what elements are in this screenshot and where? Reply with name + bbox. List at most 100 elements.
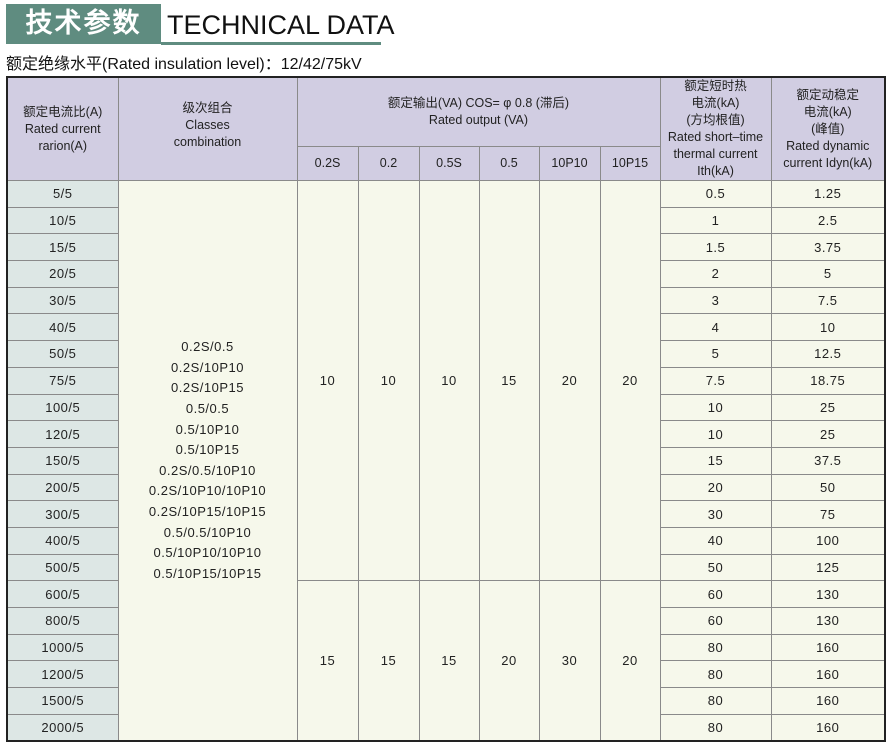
ratio-cell: 500/5 <box>6 553 119 582</box>
classes-cell-line: 0.2S/0.5/10P10 <box>159 462 256 478</box>
ith-cell: 80 <box>659 713 772 742</box>
header-classes-line: 级次组合 <box>182 101 233 115</box>
classes-cell: 0.2S/0.5 0.2S/10P10 0.2S/10P15 0.5/0.5 0.5/1… <box>117 180 298 742</box>
idyn-cell: 160 <box>770 633 886 662</box>
header-ith: 额定短时热 电流(kA) (方均根值) Rated short–time thermal… <box>659 76 772 181</box>
ith-cell: 7.5 <box>659 366 772 395</box>
header-ith-line: 额定短时热 <box>684 79 747 93</box>
ratio-cell: 200/5 <box>6 473 119 502</box>
ith-cell: 30 <box>659 500 772 528</box>
ith-cell: 1.5 <box>659 233 772 262</box>
ith-cell: 80 <box>659 687 772 715</box>
output-cell: 10 <box>357 179 420 582</box>
classes-cell-line: 0.5/10P15/10P15 <box>153 565 262 581</box>
classes-cell-line: 0.5/10P10 <box>175 421 240 437</box>
ratio-cell: 75/5 <box>6 366 119 395</box>
idyn-cell: 160 <box>770 687 886 715</box>
ith-cell: 4 <box>659 313 772 342</box>
table-row: 1200/5 80 160 <box>6 660 886 689</box>
classes-cell-line: 0.5/10P10/10P10 <box>153 545 262 561</box>
idyn-cell: 50 <box>770 473 886 502</box>
ith-cell: 10 <box>659 420 772 448</box>
ith-cell: 5 <box>659 340 772 368</box>
header-output-col: 10P10 <box>538 146 601 181</box>
classes-cell-line: 0.2S/0.5 <box>181 339 234 355</box>
table-row: 1500/5 80 160 <box>6 687 886 715</box>
ratio-cell: 400/5 <box>6 526 119 555</box>
idyn-cell: 160 <box>770 660 886 689</box>
header-ith-line: Rated short–time <box>667 130 764 144</box>
header-idyn-line: Rated dynamic <box>786 138 870 153</box>
header-ratio-line: rarion(A) <box>38 138 88 153</box>
classes-cell-line: 0.2S/10P15 <box>171 380 244 396</box>
header-output-col: 0.5S <box>418 146 480 181</box>
idyn-cell: 1.25 <box>770 180 886 208</box>
idyn-cell: 130 <box>770 607 886 635</box>
header-output-col: 0.2S <box>296 146 359 181</box>
output-cell: 20 <box>599 179 661 582</box>
ratio-cell: 20/5 <box>6 260 119 288</box>
header-ratio-line: Rated current <box>24 121 101 136</box>
ratio-cell: 30/5 <box>6 286 119 315</box>
classes-cell-line: 0.2S/10P10 <box>171 359 244 375</box>
table-row: 1000/5 80 160 <box>6 633 886 662</box>
ratio-cell: 10/5 <box>6 206 119 235</box>
header-ith-line: thermal current <box>673 147 758 161</box>
table-row: 100/5 10 25 <box>6 393 886 422</box>
header-output: 额定输出(VA) COS= φ 0.8 (滞后) Rated output (VA… <box>296 76 661 148</box>
table-row: 20/5 2 5 <box>6 260 886 288</box>
ratio-cell: 1200/5 <box>6 660 119 689</box>
table-row: 300/5 30 75 <box>6 500 886 528</box>
table-row: 600/5 15 15 15 20 30 20 60 130 <box>6 580 886 742</box>
table-row: 15/5 1.5 3.75 <box>6 233 886 262</box>
idyn-cell: 3.75 <box>770 233 886 262</box>
ith-cell: 20 <box>659 473 772 502</box>
ith-cell: 50 <box>659 553 772 582</box>
table-row: 120/5 10 25 <box>6 420 886 448</box>
header-idyn-line: current Idyn(kA) <box>783 155 873 170</box>
header-ratio-line: 额定电流比(A) <box>23 104 103 119</box>
idyn-cell: 12.5 <box>770 340 886 368</box>
insulation-level: 额定绝缘水平(Rated insulation level)：12/42/75k… <box>6 56 362 73</box>
header-idyn-line: (峰值) <box>811 121 845 136</box>
header-ith-line: (方均根值) <box>686 113 745 127</box>
idyn-cell: 7.5 <box>770 286 886 315</box>
header-idyn: 额定动稳定 电流(kA) (峰值) Rated dynamic current Idyn… <box>770 76 886 181</box>
ith-cell: 80 <box>659 660 772 689</box>
ith-cell: 60 <box>659 607 772 635</box>
output-cell: 15 <box>478 179 540 582</box>
classes-cell-line: 0.2S/10P15/10P15 <box>148 503 267 519</box>
idyn-cell: 2.5 <box>770 206 886 235</box>
header-output-line: Rated output (VA) <box>428 113 529 128</box>
ith-cell: 2 <box>659 260 772 288</box>
ratio-cell: 600/5 <box>6 580 119 608</box>
classes-cell-line: 0.2S/10P10/10P10 <box>148 483 267 499</box>
ith-cell: 15 <box>659 446 772 475</box>
table-row: 75/5 7.5 18.75 <box>6 366 886 395</box>
idyn-cell: 125 <box>770 553 886 582</box>
table-row: 400/5 40 100 <box>6 526 886 555</box>
ratio-cell: 15/5 <box>6 233 119 262</box>
header-classes: 级次组合 Classes combination <box>117 76 298 181</box>
header-classes-line: combination <box>173 135 242 149</box>
ratio-cell: 1500/5 <box>6 687 119 715</box>
ith-cell: 80 <box>659 633 772 662</box>
idyn-cell: 75 <box>770 500 886 528</box>
output-cell: 10 <box>418 179 480 582</box>
table-row: 50/5 5 12.5 <box>6 340 886 368</box>
header-output-col: 0.5 <box>478 146 540 181</box>
ith-cell: 10 <box>659 393 772 422</box>
table-row: 800/5 60 130 <box>6 607 886 635</box>
ith-cell: 1 <box>659 206 772 235</box>
idyn-cell: 160 <box>770 713 886 742</box>
idyn-cell: 18.75 <box>770 366 886 395</box>
idyn-cell: 37.5 <box>770 446 886 475</box>
output-cell: 30 <box>538 580 601 742</box>
classes-cell-line: 0.5/0.5/10P10 <box>163 524 252 540</box>
header-idyn-line: 电流(kA) <box>803 104 852 119</box>
header-classes-line: Classes <box>185 118 230 132</box>
ratio-cell: 120/5 <box>6 420 119 448</box>
table-row: 10/5 1 2.5 <box>6 206 886 235</box>
classes-cell-line: 0.5/10P15 <box>175 442 240 458</box>
header-ith-line: Ith(kA) <box>697 164 734 178</box>
